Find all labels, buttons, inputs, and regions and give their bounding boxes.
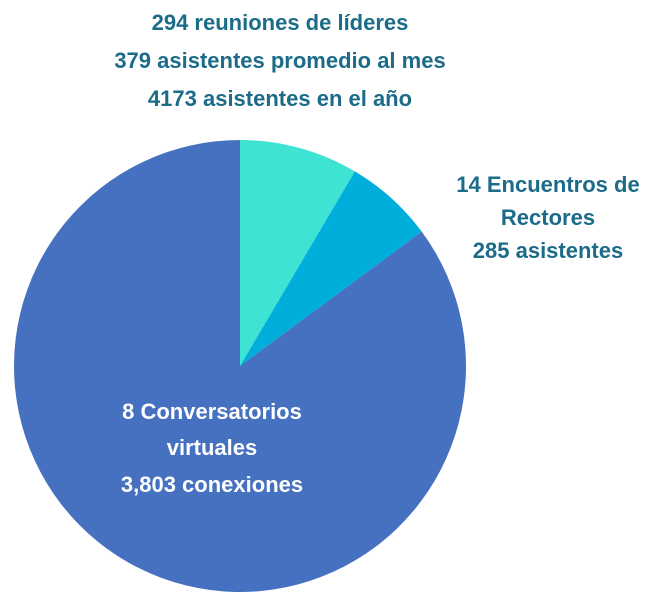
pie-slice bbox=[13, 140, 467, 592]
slice-label: 285 asistentes bbox=[473, 238, 623, 263]
slice-label: 14 Encuentros de bbox=[456, 172, 639, 197]
slice-label: Rectores bbox=[501, 205, 595, 230]
slice-label: 8 Conversatorios bbox=[122, 399, 302, 424]
slice-label: 4173 asistentes en el año bbox=[148, 86, 412, 111]
pie-slice bbox=[240, 171, 422, 366]
slice-label: 294 reuniones de líderes bbox=[152, 10, 409, 35]
slice-label: 3,803 conexiones bbox=[121, 472, 303, 497]
slice-label: 379 asistentes promedio al mes bbox=[114, 48, 445, 73]
slice-label: virtuales bbox=[167, 435, 258, 460]
pie-slice bbox=[240, 140, 355, 366]
